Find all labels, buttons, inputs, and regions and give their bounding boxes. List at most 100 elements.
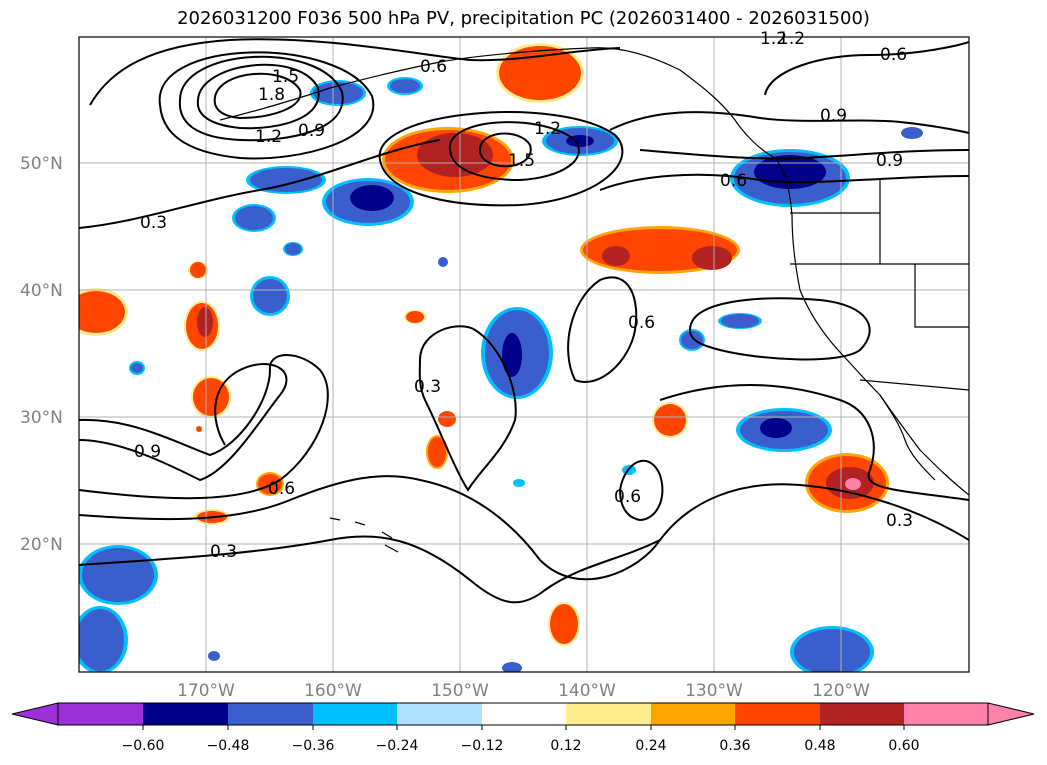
graticule	[79, 37, 969, 672]
contour-label: 1.8	[258, 85, 285, 105]
neg-blob-west-3	[232, 204, 276, 232]
neg-blob-aleutian	[310, 80, 366, 106]
contour-0-9-sw	[79, 363, 288, 482]
pos-blob-w1	[188, 261, 208, 279]
alaska-coast	[219, 47, 776, 159]
neg-blob-east-small	[718, 313, 762, 329]
neg-blob-tiny	[129, 127, 923, 672]
colorbar-frame	[57, 702, 989, 726]
contour-label: 1.2	[778, 29, 805, 49]
us-state-border-3	[914, 264, 969, 328]
contour-label: 0.6	[628, 313, 655, 333]
contour-0-9-west	[158, 51, 375, 160]
colorbar-tick-label: 0.24	[635, 738, 666, 754]
pos-blob-west-edge	[79, 288, 128, 336]
na-west-coast	[774, 157, 969, 496]
colorbar-tick-label: −0.60	[122, 738, 165, 754]
colorbar-segment	[904, 703, 988, 725]
contour-label: 0.9	[298, 121, 325, 141]
baja-coast	[879, 394, 936, 481]
colorbar-segment	[651, 703, 735, 725]
neg-blob-west-2	[322, 178, 414, 226]
contour-0-3-north	[79, 139, 441, 229]
contour-label: 0.9	[134, 442, 161, 462]
contour-label: 0.9	[820, 106, 847, 126]
hawaii	[329, 517, 399, 553]
contour-label: 0.6	[268, 479, 295, 499]
lon-label-120w: 120°W	[812, 681, 870, 701]
contour-0-6-south-mid	[618, 459, 664, 522]
longitude-labels: 170°W 160°W 150°W 140°W 130°W 120°W	[177, 681, 870, 701]
contour-label: 1.2	[255, 127, 282, 147]
contour-0-3-mid	[418, 325, 517, 492]
contour-label: 1.5	[272, 67, 299, 87]
contour-0-6-top-right	[764, 41, 969, 96]
pos-blob-north	[496, 43, 584, 103]
contour-label: 0.3	[210, 542, 237, 562]
coastlines	[219, 47, 969, 553]
contour-0-6-sw	[79, 354, 329, 500]
neg-blob-mid	[481, 307, 553, 399]
colorbar: −0.60 −0.48 −0.36 −0.24 −0.12 0.12 0.24 …	[11, 702, 1035, 754]
colorbar-segment	[313, 703, 397, 725]
contour-label: 0.9	[876, 151, 903, 171]
contour-0-3-bottom	[79, 535, 661, 604]
contour-0-6-east-loop	[688, 297, 871, 361]
contour-0-6-north	[89, 38, 621, 106]
colorbar-segment	[397, 703, 482, 725]
colorbar-tick-label: 0.48	[804, 738, 835, 754]
contour-label: 0.6	[720, 171, 747, 191]
map-frame	[78, 36, 970, 673]
contour-1-5-gulf	[478, 132, 532, 168]
contour-0-3-east	[659, 384, 969, 501]
colorbar-segment	[58, 703, 143, 725]
colorbar-tick-label: −0.36	[292, 738, 335, 754]
contour-label: 0.3	[886, 511, 913, 531]
contour-0-9-gulf	[378, 111, 624, 207]
contour-0-3-south	[79, 475, 969, 581]
neg-blob-alaska-small	[387, 77, 423, 95]
contour-0-6-right	[599, 173, 969, 191]
lat-label-50n: 50°N	[20, 154, 63, 174]
contour-0-6-mid	[567, 276, 638, 383]
colorbar-segment	[566, 703, 651, 725]
neg-blob-se	[790, 626, 874, 672]
neg-blob-sw-2	[79, 606, 128, 672]
neg-blob-west-4	[283, 242, 303, 256]
colorbar-tick-label: 0.60	[888, 738, 919, 754]
contour-1-2-west	[178, 55, 344, 142]
lat-label-20n: 20°N	[20, 535, 63, 555]
colorbar-tick-label: −0.24	[376, 738, 419, 754]
contour-label: 0.3	[140, 213, 167, 233]
lat-label-30n: 30°N	[20, 408, 63, 428]
lon-label-170w: 170°W	[177, 681, 235, 701]
colorbar-extend-high	[987, 702, 1035, 726]
neg-blob-east-2	[679, 329, 705, 351]
contour-1-2-gulf	[448, 121, 580, 182]
contour-1-5-west	[196, 63, 320, 130]
pos-blob-gulf	[382, 127, 514, 193]
colorbar-tick-label: −0.12	[461, 738, 504, 754]
contour-label: 0.6	[880, 45, 907, 65]
colorbar-segment	[482, 703, 566, 725]
colorbar-extend-low	[11, 702, 59, 726]
contour-label: 1.2	[760, 29, 787, 49]
neg-blob-sw	[79, 545, 158, 605]
contour-label: 1.2	[534, 119, 561, 139]
contour-label: 0.3	[414, 377, 441, 397]
contour-0-9-right	[609, 111, 969, 134]
pos-blob-baja-strong	[805, 453, 889, 513]
contour-label: 0.6	[614, 487, 641, 507]
colorbar-tick-label: 0.12	[550, 738, 581, 754]
colorbar-segment	[735, 703, 820, 725]
neg-blob-gulf	[542, 126, 618, 156]
pos-blob-w2	[184, 301, 220, 351]
pos-blob-small-1	[194, 310, 688, 646]
colorbar-segment	[143, 703, 228, 725]
neg-blob-baja	[736, 408, 832, 452]
contour-labels: 1.2 1.5 1.8 1.2 0.9 0.6 1.2 0.6 0.9 0.9 …	[134, 29, 913, 562]
latitude-labels: 50°N 40°N 30°N 20°N	[20, 154, 63, 555]
pv-contours	[79, 38, 969, 604]
lat-label-40n: 40°N	[20, 281, 63, 301]
